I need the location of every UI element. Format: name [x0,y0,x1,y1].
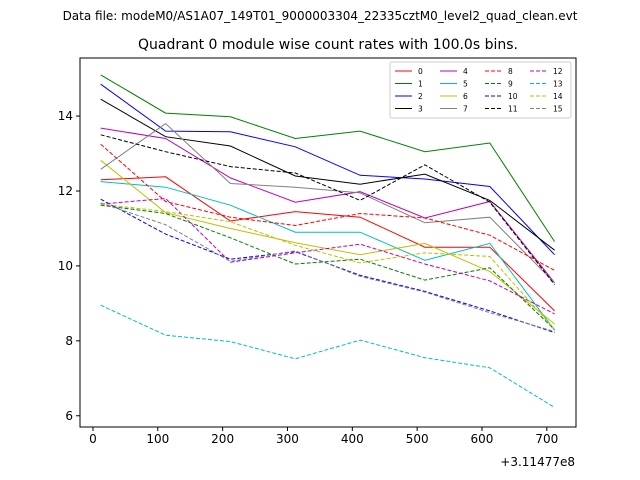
series-line-4 [100,127,555,284]
x-tick-label: 500 [406,432,429,446]
legend-label-1: 1 [418,80,423,89]
series-line-2 [100,83,555,256]
x-axis-offset-label: +3.11477e8 [500,455,575,469]
legend-label-0: 0 [418,67,423,76]
legend-label-5: 5 [463,80,468,89]
y-tick-label: 10 [58,259,73,273]
x-tick-label: 400 [341,432,364,446]
legend-label-4: 4 [463,67,468,76]
legend-label-2: 2 [418,92,423,101]
series-line-11 [100,134,555,285]
y-tick-label: 12 [58,184,73,198]
series-line-6 [100,159,555,325]
y-tick-label: 8 [65,334,73,348]
legend-label-9: 9 [508,80,513,89]
x-tick-label: 100 [146,432,169,446]
series-line-8 [100,143,555,271]
legend-box [389,61,572,119]
series-line-5 [100,181,556,331]
plot-frame [79,57,577,428]
legend-label-11: 11 [508,105,518,114]
series-line-1 [100,74,556,242]
y-axis-ticks: 6 8 10 12 14 [58,109,80,423]
x-tick-label: 200 [211,432,234,446]
x-tick-label: 300 [276,432,299,446]
chart-title: Quadrant 0 module wise count rates with … [138,37,518,53]
figure-suptitle: Data file: modeM0/AS1A07_149T01_90000033… [63,9,578,23]
legend-label-7: 7 [463,105,468,114]
legend-label-8: 8 [508,67,513,76]
series-line-9 [100,204,555,330]
series-line-0 [100,176,555,312]
x-axis-ticks: 0 100 200 300 400 500 600 700 [89,427,558,446]
series-line-10 [100,198,555,334]
legend-label-6: 6 [463,92,468,101]
series-line-14 [100,203,555,330]
y-tick-label: 14 [58,109,73,123]
x-tick-label: 600 [471,432,494,446]
series-line-3 [100,98,555,251]
legend-label-10: 10 [508,92,518,101]
x-tick-label: 700 [535,432,558,446]
legend-label-15: 15 [553,105,563,114]
series-line-7 [100,122,555,284]
series-line-13 [100,304,555,408]
legend-label-14: 14 [553,92,563,101]
series-lines [100,74,556,408]
series-line-15 [100,202,555,332]
legend-label-3: 3 [418,105,423,114]
y-tick-label: 6 [65,409,73,423]
legend-label-12: 12 [553,67,563,76]
legend-label-13: 13 [553,80,563,89]
series-line-12 [100,197,555,315]
x-tick-label: 0 [89,432,97,446]
